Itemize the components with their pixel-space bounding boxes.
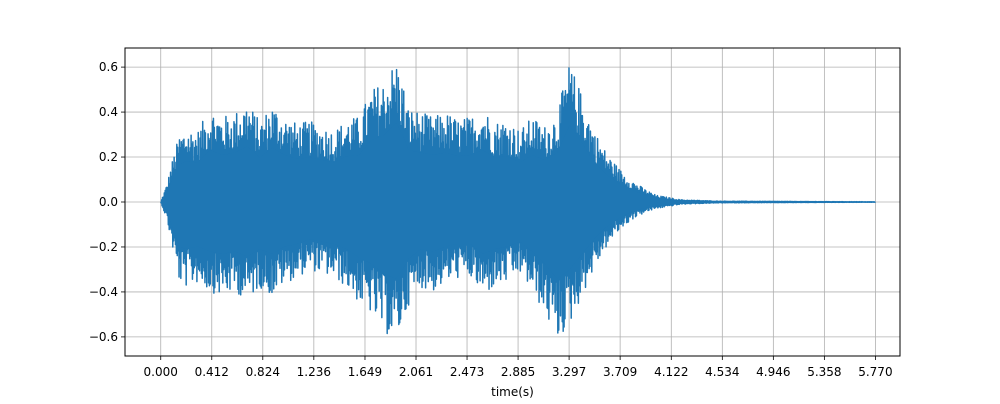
- x-tick-label: 2.885: [501, 365, 535, 379]
- x-tick-label: 1.649: [348, 365, 382, 379]
- data-layer: [160, 67, 876, 335]
- tick-layer: 0.000 0.412 0.824 1.236 1.649 2.061 2.473 2.885…: [89, 60, 893, 379]
- y-tick-label: 0.2: [99, 150, 118, 164]
- y-tick-label: 0.6: [99, 60, 118, 74]
- waveform-envelope-fill: [160, 122, 876, 279]
- y-tick-label: 0.4: [99, 105, 118, 119]
- x-tick-label: 4.534: [705, 365, 739, 379]
- x-axis-label: time(s): [491, 385, 534, 399]
- x-tick-label: 0.000: [144, 365, 178, 379]
- x-tick-label: 2.061: [399, 365, 433, 379]
- x-tick-label: 3.297: [552, 365, 586, 379]
- x-tick-label: 0.824: [246, 365, 280, 379]
- x-tick-label: 4.946: [756, 365, 790, 379]
- y-tick-label: 0.0: [99, 195, 118, 209]
- x-tick-label: 2.473: [450, 365, 484, 379]
- x-tick-label: 1.236: [297, 365, 331, 379]
- x-tick-label: 3.709: [603, 365, 637, 379]
- x-tick-label: 5.770: [858, 365, 892, 379]
- x-tick-label: 4.122: [654, 365, 688, 379]
- x-tick-label: 5.358: [807, 365, 841, 379]
- y-tick-label: −0.6: [89, 330, 118, 344]
- y-tick-label: −0.2: [89, 240, 118, 254]
- y-tick-label: −0.4: [89, 285, 118, 299]
- x-tick-label: 0.412: [195, 365, 229, 379]
